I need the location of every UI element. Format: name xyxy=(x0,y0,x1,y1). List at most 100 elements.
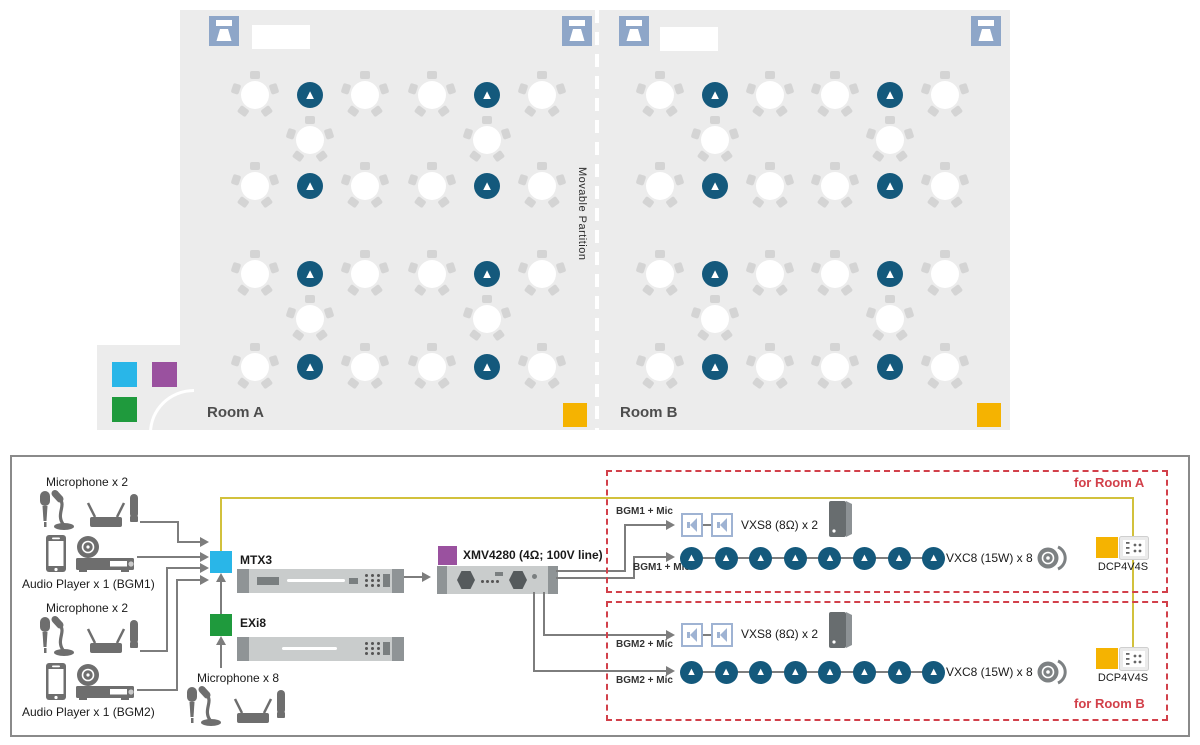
xmv4280-rack-icon xyxy=(437,566,558,594)
cap xyxy=(392,637,404,661)
polygon xyxy=(687,632,690,638)
ellipse xyxy=(54,649,74,656)
cap xyxy=(237,637,249,661)
polygon xyxy=(717,522,720,528)
dcp4v4s-panel-icon xyxy=(1119,536,1149,565)
mtx3-rack-icon xyxy=(237,569,404,593)
rect xyxy=(130,494,138,518)
circle xyxy=(1133,543,1137,547)
rect xyxy=(237,713,269,723)
rect xyxy=(191,718,194,723)
wire xyxy=(177,541,202,543)
svg xyxy=(187,686,285,726)
g xyxy=(1126,542,1142,554)
arrow-right xyxy=(666,630,675,640)
circle xyxy=(1138,549,1142,553)
hex xyxy=(457,571,475,589)
polygon xyxy=(216,29,232,41)
wire xyxy=(556,570,626,572)
svg xyxy=(1119,536,1149,560)
rect xyxy=(1126,663,1130,665)
rect xyxy=(48,541,64,566)
polygon xyxy=(189,702,195,717)
dk xyxy=(532,574,537,579)
wire xyxy=(624,524,668,526)
polygon xyxy=(690,628,697,642)
wire xyxy=(137,689,178,691)
wire xyxy=(691,557,933,559)
wire xyxy=(166,567,168,652)
wall-screen xyxy=(660,27,718,51)
audio-player-icon xyxy=(46,534,138,579)
rect xyxy=(829,612,846,648)
line xyxy=(86,628,97,644)
zone-label-room-a: for Room A xyxy=(1074,475,1145,490)
audio-player-1-label: Audio Player x 1 (BGM1) xyxy=(22,577,155,591)
zone-label-room-b: for Room B xyxy=(1074,696,1145,711)
rect xyxy=(40,491,50,506)
vxs8-speaker-icon xyxy=(711,623,733,652)
circle xyxy=(128,689,134,695)
dots4 xyxy=(481,580,484,583)
rect xyxy=(829,501,846,537)
dk xyxy=(349,578,358,584)
dcp4v4s-label-room-b: DCP4V4S xyxy=(1097,672,1149,684)
exi8-device-marker xyxy=(210,614,232,636)
wire xyxy=(543,634,668,636)
circle xyxy=(54,567,58,572)
arrow-up xyxy=(216,636,226,645)
rect xyxy=(121,698,129,700)
speaker-cabinet-icon xyxy=(829,612,853,653)
circle xyxy=(128,561,134,567)
wire xyxy=(691,671,933,673)
room-b-label: Room B xyxy=(620,404,678,421)
rect xyxy=(121,570,129,572)
rect xyxy=(44,522,47,527)
circle xyxy=(1041,551,1055,565)
circle xyxy=(1138,660,1142,664)
wall-screen xyxy=(252,25,310,49)
zone-box-room-a xyxy=(606,470,1168,593)
wall-speaker-icon xyxy=(619,16,649,51)
rect xyxy=(216,20,232,26)
dots9 xyxy=(365,642,368,645)
g xyxy=(40,490,138,530)
rect xyxy=(79,570,87,572)
path xyxy=(1057,545,1067,571)
svg xyxy=(46,535,134,572)
vxs8-label-room-b: VXS8 (8Ω) x 2 xyxy=(741,627,818,641)
line xyxy=(233,698,244,714)
rect xyxy=(187,687,197,702)
rect xyxy=(277,712,285,718)
ceiling-speaker-photo-icon xyxy=(1037,659,1067,690)
dcp4v4s-marker-room-b xyxy=(1096,648,1118,669)
exi8-rack-icon xyxy=(237,637,404,661)
rect xyxy=(110,561,127,567)
slot xyxy=(282,647,337,650)
bgm2-mic-label-top: BGM2 + Mic xyxy=(616,639,673,650)
mic-group-1-label: Microphone x 2 xyxy=(46,475,129,489)
wire xyxy=(176,579,202,581)
svg xyxy=(711,623,733,647)
mic-group-2-label: Microphone x 2 xyxy=(46,601,129,615)
ellipse xyxy=(201,719,221,726)
rect xyxy=(978,20,994,26)
bgm1-mic-label-bottom: BGM1 + Mic xyxy=(633,562,690,573)
line xyxy=(51,616,64,629)
mtx3-label: MTX3 xyxy=(240,553,273,567)
dcp4v4s-location-marker-room-b xyxy=(977,403,1001,427)
wire xyxy=(700,634,713,636)
dk xyxy=(383,642,390,655)
mic-group-8-label: Microphone x 8 xyxy=(197,671,280,685)
polygon xyxy=(978,29,994,41)
microphone-group-icon xyxy=(38,616,150,661)
circle xyxy=(1138,543,1142,547)
line xyxy=(115,628,126,644)
cap xyxy=(548,566,558,594)
xmv4280-location-marker xyxy=(152,362,177,387)
svg xyxy=(829,501,852,537)
g xyxy=(46,663,134,700)
speaker-cabinet-icon xyxy=(829,501,853,542)
microphone-group-icon xyxy=(185,686,297,731)
dots9 xyxy=(365,574,368,577)
